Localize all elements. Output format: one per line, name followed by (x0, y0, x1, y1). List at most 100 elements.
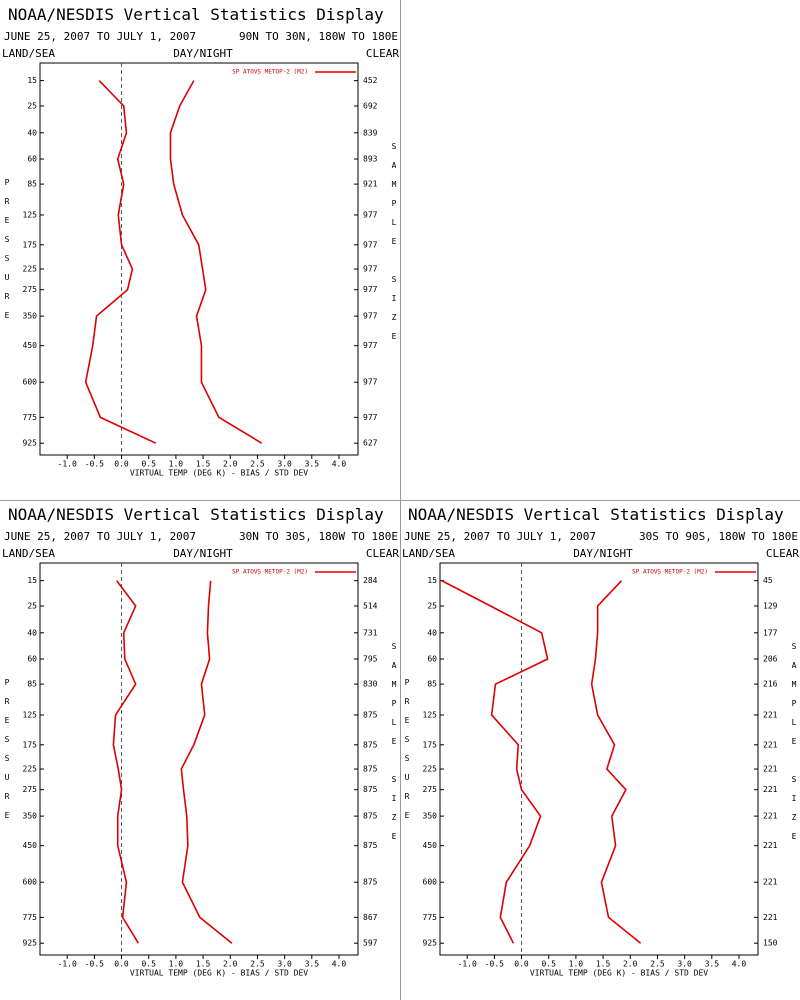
sample-size: 627 (363, 439, 378, 448)
chart-subtitle: JUNE 25, 2007 TO JULY 1, 2007 (4, 530, 196, 543)
x-tick-label: 1.5 (196, 960, 211, 969)
x-tick-label: 1.5 (196, 460, 211, 469)
y-tick-label: 25 (27, 101, 37, 110)
header: LAND/SEA (402, 547, 455, 560)
y-tick-label: 175 (23, 740, 38, 749)
sample-size: 830 (363, 680, 378, 689)
x-tick-label: 3.0 (677, 960, 692, 969)
chart-subtitle: JUNE 25, 2007 TO JULY 1, 2007 (4, 30, 196, 43)
data-line (590, 580, 642, 944)
y-tick-label: 275 (423, 785, 438, 794)
x-axis-label: VIRTUAL TEMP (DEG K) - BIAS / STD DEV (130, 469, 308, 478)
header: LAND/SEA (2, 547, 55, 560)
y-tick-label: 450 (23, 841, 38, 850)
chart-subtitle: JUNE 25, 2007 TO JULY 1, 2007 (404, 530, 596, 543)
chart-panel: NOAA/NESDIS Vertical Statistics Display J… (402, 505, 799, 978)
sample-size: 875 (363, 812, 378, 821)
y-tick-label: 15 (427, 576, 437, 585)
x-tick-label: 0.5 (141, 460, 156, 469)
header: CLEAR (766, 547, 799, 560)
y2-axis-label: SAMPLE SIZE (390, 142, 399, 351)
x-tick-label: -1.0 (458, 960, 477, 969)
y-tick-label: 60 (27, 155, 37, 164)
header: CLEAR (366, 547, 399, 560)
y-tick-label: 85 (27, 180, 37, 189)
y-tick-label: 85 (427, 680, 437, 689)
sample-size: 221 (763, 765, 778, 774)
y-tick-label: 125 (23, 210, 38, 219)
sample-size: 221 (763, 878, 778, 887)
header: DAY/NIGHT (173, 47, 233, 60)
sample-size: 839 (363, 128, 378, 137)
x-tick-label: 0.0 (114, 460, 129, 469)
region: 90N TO 30N, 180W TO 180E (239, 30, 398, 43)
data-line (169, 80, 263, 444)
x-tick-label: -1.0 (58, 460, 77, 469)
y-tick-label: 60 (427, 655, 437, 664)
header: DAY/NIGHT (573, 547, 633, 560)
sample-size: 216 (763, 680, 778, 689)
x-tick-label: 2.0 (223, 960, 238, 969)
sample-size: 514 (363, 601, 378, 610)
x-tick-label: 2.5 (250, 460, 265, 469)
region: 30S TO 90S, 180W TO 180E (639, 530, 798, 543)
y-tick-label: 775 (423, 913, 438, 922)
x-tick-label: 2.0 (623, 960, 638, 969)
sample-size: 977 (363, 265, 378, 274)
y-tick-label: 40 (427, 628, 437, 637)
y-tick-label: 275 (23, 285, 38, 294)
y-tick-label: 925 (23, 939, 38, 948)
y-tick-label: 225 (423, 765, 438, 774)
y-tick-label: 25 (27, 601, 37, 610)
legend-label: SP ATOVS METOP-2 (M2) (632, 569, 708, 576)
y-tick-label: 125 (23, 710, 38, 719)
y-tick-label: 15 (27, 576, 37, 585)
sample-size: 221 (763, 812, 778, 821)
sample-size: 284 (363, 576, 378, 585)
y-tick-label: 925 (423, 939, 438, 948)
sample-size: 977 (363, 240, 378, 249)
chart-panel: NOAA/NESDIS Vertical Statistics Display J… (2, 505, 399, 978)
sample-size: 875 (363, 765, 378, 774)
legend-label: SP ATOVS METOP-2 (M2) (232, 569, 308, 576)
header: DAY/NIGHT (173, 547, 233, 560)
y-axis-label: PRESSURE (3, 178, 12, 330)
x-tick-label: 4.0 (332, 460, 347, 469)
sample-size: 692 (363, 101, 378, 110)
y-tick-label: 85 (27, 680, 37, 689)
sample-size: 875 (363, 710, 378, 719)
x-tick-label: 3.0 (277, 460, 292, 469)
y-tick-label: 40 (27, 128, 37, 137)
plot-frame (439, 562, 759, 956)
sample-size: 597 (363, 939, 378, 948)
header: LAND/SEA (2, 47, 55, 60)
x-tick-label: 1.0 (569, 960, 584, 969)
y2-axis-label: SAMPLE SIZE (390, 642, 399, 851)
x-tick-label: 2.0 (223, 460, 238, 469)
plot-frame (39, 62, 359, 456)
data-line (84, 80, 157, 444)
y-tick-label: 225 (23, 265, 38, 274)
data-line (441, 579, 549, 944)
sample-size: 921 (363, 180, 378, 189)
x-tick-label: 1.5 (596, 960, 611, 969)
sample-size: 977 (363, 312, 378, 321)
chart-panel: NOAA/NESDIS Vertical Statistics Display J… (2, 5, 399, 478)
chart-title: NOAA/NESDIS Vertical Statistics Display (8, 5, 384, 24)
y-tick-label: 60 (27, 655, 37, 664)
sample-size: 221 (763, 785, 778, 794)
x-tick-label: 1.0 (169, 960, 184, 969)
sample-size: 221 (763, 740, 778, 749)
plot-frame (39, 562, 359, 956)
sample-size: 875 (363, 878, 378, 887)
y-tick-label: 600 (23, 878, 38, 887)
sample-size: 452 (363, 76, 378, 85)
sample-size: 221 (763, 913, 778, 922)
y-tick-label: 40 (27, 628, 37, 637)
y-tick-label: 450 (423, 841, 438, 850)
x-tick-label: 4.0 (732, 960, 747, 969)
x-tick-label: -0.5 (485, 960, 504, 969)
x-axis-label: VIRTUAL TEMP (DEG K) - BIAS / STD DEV (530, 969, 708, 978)
legend-label: SP ATOVS METOP-2 (M2) (232, 69, 308, 76)
sample-size: 867 (363, 913, 378, 922)
